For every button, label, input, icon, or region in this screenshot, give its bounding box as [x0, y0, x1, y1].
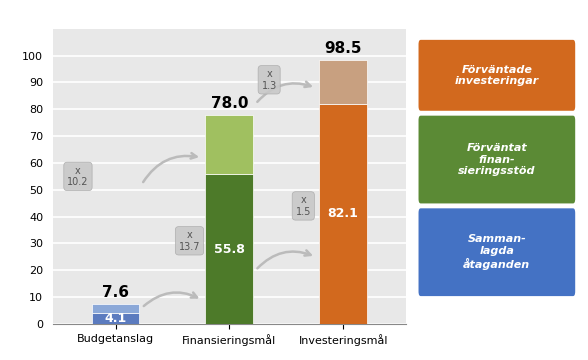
- FancyBboxPatch shape: [417, 39, 576, 112]
- Text: 7.6: 7.6: [102, 285, 129, 300]
- Text: x
1.5: x 1.5: [296, 195, 311, 217]
- Bar: [319, 60, 367, 104]
- Bar: [205, 115, 253, 174]
- Bar: [92, 303, 139, 313]
- Text: x
13.7: x 13.7: [179, 230, 201, 252]
- FancyBboxPatch shape: [417, 207, 576, 297]
- Text: Förväntade
investeringar: Förväntade investeringar: [455, 64, 539, 86]
- Bar: [319, 104, 367, 324]
- Text: x
10.2: x 10.2: [67, 166, 89, 187]
- Text: x
1.3: x 1.3: [262, 69, 277, 91]
- Text: 55.8: 55.8: [214, 243, 245, 256]
- Text: Förväntat
finan-
sieringsstöd: Förväntat finan- sieringsstöd: [458, 143, 536, 176]
- Text: Samman-
lagda
åtaganden: Samman- lagda åtaganden: [463, 234, 530, 270]
- FancyBboxPatch shape: [417, 114, 576, 204]
- Text: 4.1: 4.1: [105, 312, 126, 325]
- Text: 82.1: 82.1: [328, 207, 359, 220]
- Text: 98.5: 98.5: [325, 41, 362, 57]
- Text: 78.0: 78.0: [211, 96, 248, 112]
- Bar: [205, 174, 253, 324]
- Bar: [92, 313, 139, 324]
